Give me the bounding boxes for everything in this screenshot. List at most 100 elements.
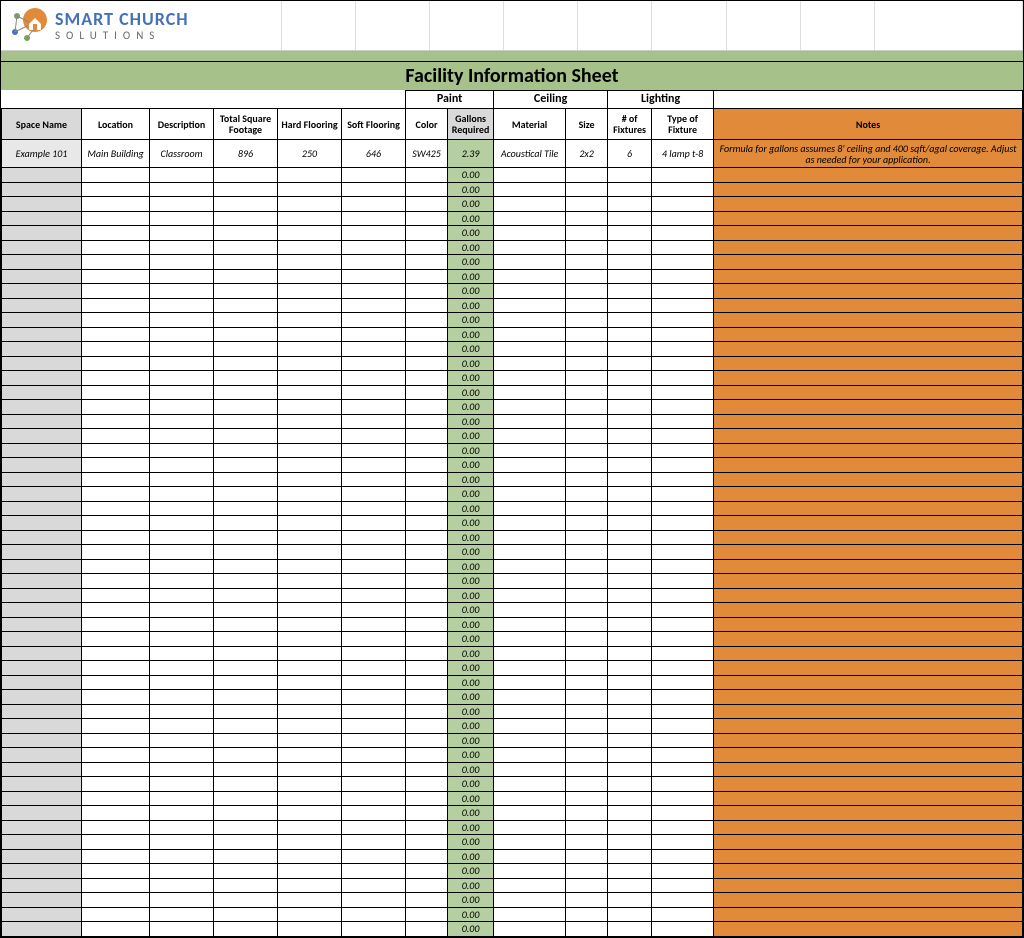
table-row[interactable]: 0.00 xyxy=(2,269,1023,284)
cell[interactable] xyxy=(82,719,150,734)
notes-cell[interactable] xyxy=(714,878,1023,893)
table-row[interactable]: 0.00 xyxy=(2,907,1023,922)
notes-cell[interactable] xyxy=(714,385,1023,400)
cell[interactable] xyxy=(608,588,652,603)
cell[interactable] xyxy=(494,385,566,400)
cell[interactable] xyxy=(494,429,566,444)
cell[interactable] xyxy=(652,588,714,603)
table-row[interactable]: 0.00 xyxy=(2,559,1023,574)
cell[interactable] xyxy=(608,559,652,574)
cell[interactable] xyxy=(566,414,608,429)
table-row[interactable]: 0.00 xyxy=(2,617,1023,632)
table-row[interactable]: 0.00 xyxy=(2,443,1023,458)
cell[interactable] xyxy=(608,690,652,705)
cell[interactable] xyxy=(566,762,608,777)
cell[interactable] xyxy=(278,646,342,661)
cell[interactable] xyxy=(2,675,82,690)
cell[interactable] xyxy=(278,632,342,647)
cell[interactable] xyxy=(2,400,82,415)
cell[interactable] xyxy=(342,733,406,748)
cell[interactable] xyxy=(278,559,342,574)
notes-cell[interactable] xyxy=(714,574,1023,589)
table-row[interactable]: 0.00 xyxy=(2,168,1023,183)
cell[interactable] xyxy=(2,733,82,748)
cell[interactable] xyxy=(494,298,566,313)
cell[interactable] xyxy=(150,429,214,444)
cell[interactable] xyxy=(82,777,150,792)
cell[interactable] xyxy=(214,371,278,386)
table-row[interactable]: 0.00 xyxy=(2,545,1023,560)
cell[interactable] xyxy=(278,313,342,328)
cell[interactable] xyxy=(342,356,406,371)
cell[interactable] xyxy=(82,501,150,516)
notes-cell[interactable] xyxy=(714,675,1023,690)
cell[interactable] xyxy=(278,748,342,763)
cell[interactable] xyxy=(150,313,214,328)
cell[interactable] xyxy=(150,762,214,777)
cell[interactable] xyxy=(566,255,608,270)
cell[interactable] xyxy=(82,313,150,328)
table-row[interactable]: 0.00 xyxy=(2,719,1023,734)
cell[interactable] xyxy=(214,907,278,922)
cell[interactable] xyxy=(494,197,566,212)
cell[interactable] xyxy=(82,516,150,531)
cell[interactable] xyxy=(406,748,448,763)
cell[interactable] xyxy=(652,733,714,748)
notes-cell[interactable] xyxy=(714,733,1023,748)
cell[interactable] xyxy=(342,168,406,183)
table-row[interactable]: 0.00 xyxy=(2,690,1023,705)
cell[interactable] xyxy=(2,704,82,719)
table-row[interactable]: 0.00 xyxy=(2,327,1023,342)
cell[interactable] xyxy=(2,690,82,705)
cell[interactable] xyxy=(608,269,652,284)
cell[interactable] xyxy=(342,690,406,705)
cell[interactable] xyxy=(278,240,342,255)
cell[interactable] xyxy=(214,269,278,284)
cell[interactable] xyxy=(566,458,608,473)
cell[interactable] xyxy=(214,240,278,255)
cell[interactable] xyxy=(2,414,82,429)
cell[interactable] xyxy=(406,516,448,531)
cell[interactable] xyxy=(494,603,566,618)
cell[interactable] xyxy=(566,704,608,719)
cell[interactable] xyxy=(342,835,406,850)
cell[interactable] xyxy=(150,675,214,690)
cell[interactable] xyxy=(608,661,652,676)
cell[interactable] xyxy=(608,893,652,908)
notes-cell[interactable] xyxy=(714,226,1023,241)
cell[interactable] xyxy=(406,487,448,502)
cell[interactable] xyxy=(2,545,82,560)
cell[interactable] xyxy=(566,313,608,328)
cell[interactable] xyxy=(494,443,566,458)
cell[interactable] xyxy=(150,646,214,661)
cell[interactable] xyxy=(82,632,150,647)
cell[interactable] xyxy=(608,298,652,313)
notes-cell[interactable] xyxy=(714,588,1023,603)
gallons-cell[interactable]: 0.00 xyxy=(448,443,494,458)
cell[interactable] xyxy=(82,893,150,908)
cell[interactable] xyxy=(214,661,278,676)
cell[interactable] xyxy=(278,777,342,792)
cell[interactable] xyxy=(150,501,214,516)
cell[interactable] xyxy=(494,762,566,777)
table-row[interactable]: 0.00 xyxy=(2,385,1023,400)
cell[interactable] xyxy=(150,356,214,371)
cell[interactable] xyxy=(566,472,608,487)
gallons-cell[interactable]: 0.00 xyxy=(448,429,494,444)
table-row[interactable]: 0.00 xyxy=(2,197,1023,212)
cell[interactable] xyxy=(2,632,82,647)
cell[interactable] xyxy=(2,458,82,473)
cell[interactable] xyxy=(406,617,448,632)
cell[interactable] xyxy=(566,632,608,647)
notes-cell[interactable] xyxy=(714,356,1023,371)
cell[interactable] xyxy=(608,632,652,647)
notes-cell[interactable] xyxy=(714,240,1023,255)
cell[interactable] xyxy=(566,719,608,734)
cell[interactable] xyxy=(652,458,714,473)
cell[interactable] xyxy=(342,313,406,328)
cell[interactable] xyxy=(150,255,214,270)
cell[interactable] xyxy=(342,385,406,400)
cell[interactable] xyxy=(278,574,342,589)
cell[interactable] xyxy=(2,820,82,835)
cell[interactable] xyxy=(2,516,82,531)
